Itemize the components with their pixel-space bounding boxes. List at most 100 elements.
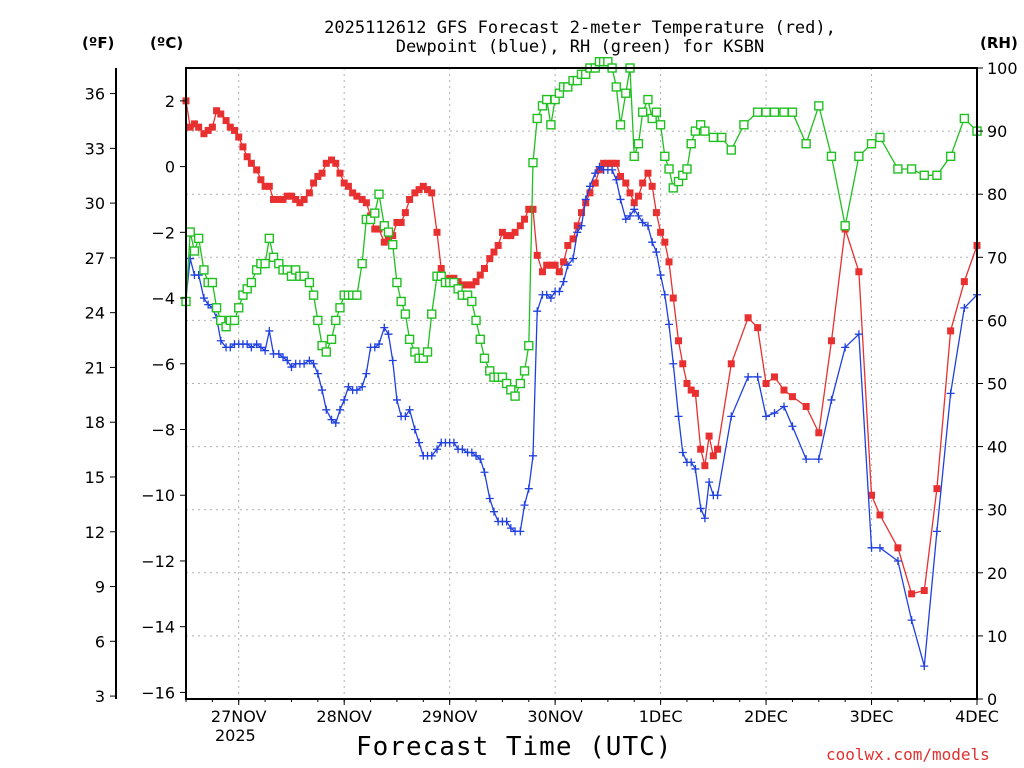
dewpoint-point (779, 402, 788, 411)
temperature-point (253, 166, 261, 174)
temperature-point (697, 445, 705, 453)
rh-point (396, 296, 406, 307)
dewpoint-point (322, 405, 331, 414)
temperature-point (318, 169, 326, 177)
temperature-point (371, 225, 379, 233)
dewpoint-point (555, 287, 564, 296)
temperature-point (569, 235, 577, 243)
temperature-point (933, 485, 941, 493)
rh-point (893, 164, 903, 174)
rh-point (185, 227, 195, 237)
temperature-point (555, 268, 563, 276)
rh-point (335, 303, 345, 313)
dewpoint-point (252, 340, 261, 349)
rh-point (189, 246, 200, 256)
temperature-point (222, 117, 230, 125)
celsius-tick-label: −4 (151, 289, 175, 308)
rh-point (769, 107, 780, 117)
rh-point (304, 277, 315, 288)
dewpoint-point (485, 494, 494, 503)
temperature-point (428, 189, 436, 197)
temperature-point (353, 192, 361, 200)
celsius-tick-label: −8 (151, 421, 175, 440)
temperature-point (815, 429, 823, 437)
temperature-point (226, 123, 234, 131)
rh-point (246, 277, 257, 288)
rh-point (919, 170, 929, 180)
dewpoint-point (643, 221, 652, 230)
dewpoint-point (384, 330, 393, 339)
temperature-point (279, 195, 287, 203)
temperature-point (669, 294, 677, 302)
x-tick-label: 4DEC (955, 707, 999, 726)
dewpoint-point (542, 290, 551, 299)
rh-point (546, 120, 556, 130)
rh-point (524, 340, 534, 351)
dewpoint-point (691, 464, 700, 473)
rh-point (467, 296, 477, 307)
temperature-point (310, 179, 318, 187)
temperature-point (375, 225, 383, 233)
dewpoint-point (467, 448, 476, 457)
temperature-point (507, 232, 515, 240)
dewpoint-point (226, 343, 235, 352)
dewpoint-point (744, 372, 753, 381)
celsius-tick-label: −14 (141, 618, 175, 637)
rh-point (651, 107, 662, 117)
rh-point (216, 315, 226, 326)
temperature-point (771, 373, 779, 381)
rh-tick-label: 0 (987, 690, 997, 709)
temperature-point (652, 209, 660, 217)
dewpoint-point (274, 349, 283, 358)
rh-point (739, 120, 749, 130)
rh-point (471, 315, 481, 326)
x-tick-label: 29NOV (422, 707, 478, 726)
temperature-point (296, 199, 304, 207)
dewpoint-point (546, 294, 555, 303)
dewpoint-point (960, 303, 969, 312)
temperature-point (480, 264, 488, 272)
rh-point (400, 309, 411, 319)
rh-point (427, 309, 437, 319)
rh-point (422, 347, 433, 357)
rh-point (479, 353, 490, 363)
grid-lines (186, 68, 978, 699)
temperature-point (283, 192, 291, 200)
source-credit: coolwx.com/models (826, 745, 990, 764)
dewpoint-point (476, 455, 485, 464)
rh-point (752, 107, 763, 117)
dewpoint-point (569, 254, 578, 263)
dewpoint-point (696, 504, 705, 513)
temperature-point (419, 182, 427, 190)
temperature-point (349, 189, 357, 197)
temperature-point (762, 380, 770, 387)
temperature-point (521, 215, 529, 223)
temperature-point (472, 278, 480, 286)
temperature-point (626, 189, 634, 197)
dewpoint-point (920, 662, 929, 671)
temperature-point (415, 186, 423, 194)
rh-point (779, 107, 789, 117)
dewpoint-point (524, 484, 533, 493)
fahrenheit-tick-label: 27 (85, 249, 105, 268)
temperature-point (648, 182, 656, 190)
temperature-point (476, 271, 484, 279)
temperature-point (305, 189, 313, 197)
temperature-point (683, 380, 691, 387)
dewpoint-point (585, 182, 594, 191)
rh-point (404, 334, 415, 345)
temperature-point (604, 159, 612, 167)
temperature-point (802, 403, 810, 411)
rh-point (532, 113, 542, 124)
dewpoint-point (827, 395, 836, 404)
rh-point (331, 315, 341, 326)
chart-title-line2: Dewpoint (blue), RH (green) for KSBN (395, 37, 765, 57)
dewpoint-point (204, 300, 213, 309)
dewpoint-point (410, 425, 419, 434)
temperature-point (827, 337, 835, 345)
dewpoint-point (595, 162, 604, 171)
temperature-point (332, 159, 340, 167)
temperature-point (691, 389, 699, 397)
dewpoint-point (802, 455, 811, 464)
dewpoint-point (854, 330, 863, 339)
